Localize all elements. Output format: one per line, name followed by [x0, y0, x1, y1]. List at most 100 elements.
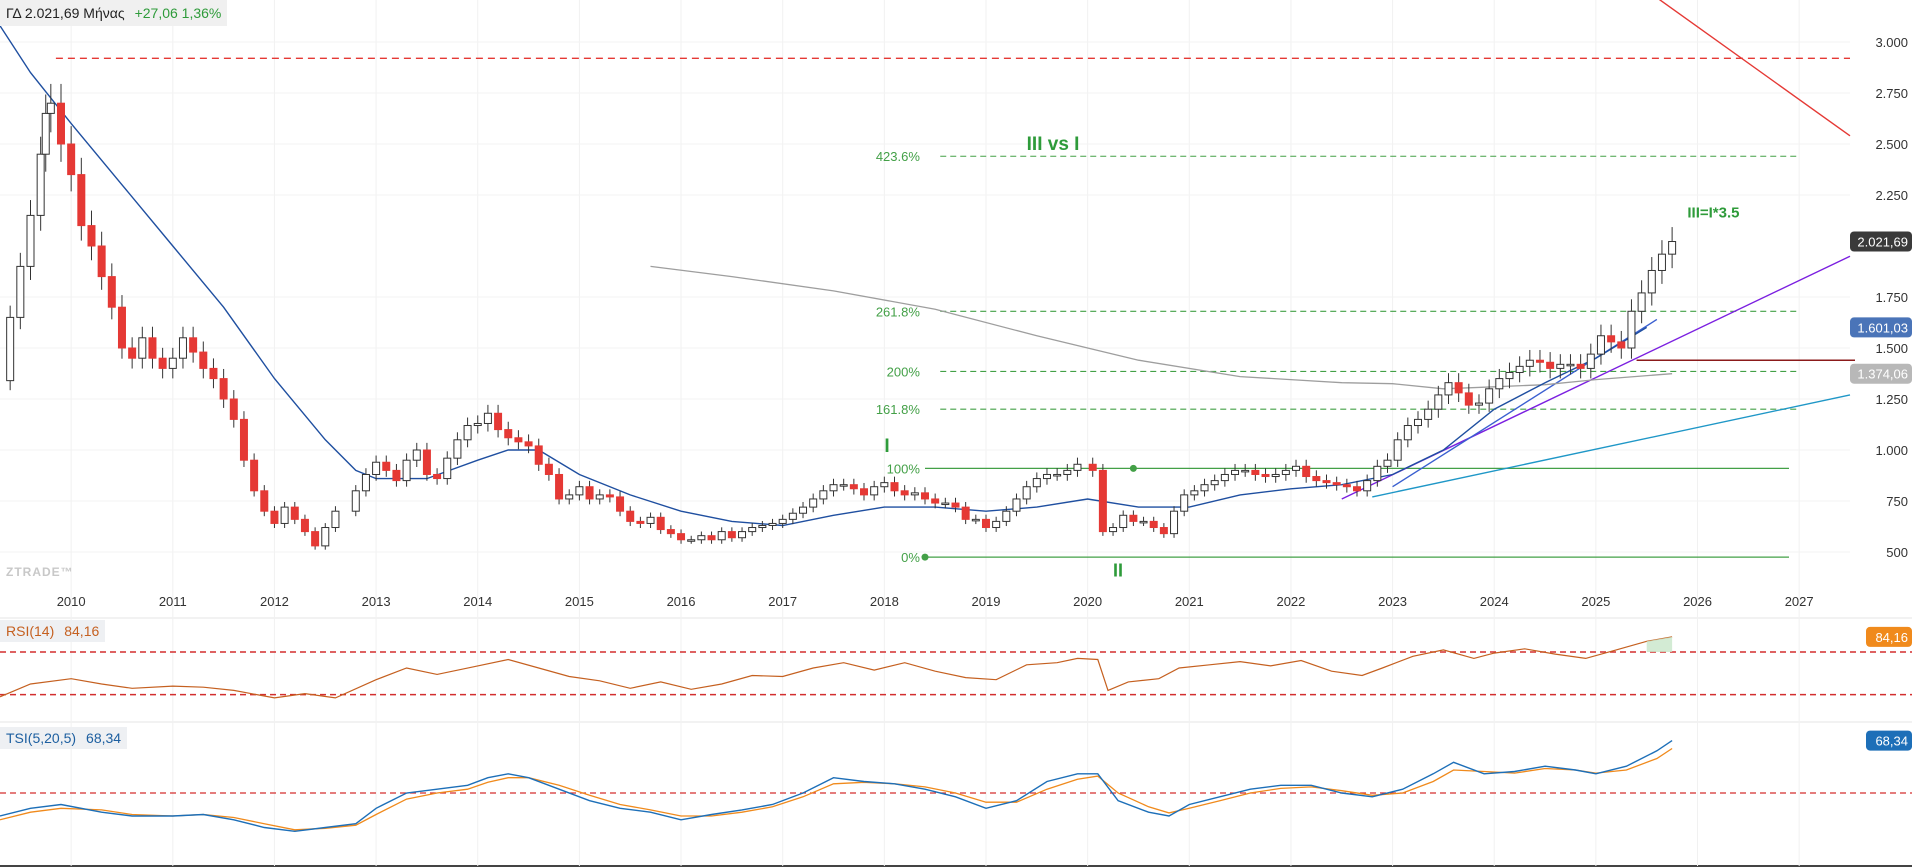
candle-down	[219, 378, 228, 400]
candle-down	[1617, 341, 1626, 349]
rsi-line	[0, 636, 1673, 699]
x-tick-label: 2023	[1378, 594, 1407, 609]
fib-level-label: 161.8%	[876, 402, 921, 417]
candle-down	[890, 482, 899, 492]
candle-up	[575, 486, 584, 496]
candle-down	[605, 494, 614, 498]
fib-level-label: 423.6%	[876, 149, 921, 164]
candle-up	[880, 482, 889, 488]
candle-down	[1251, 469, 1260, 475]
candle-down	[433, 473, 442, 480]
candle-up	[1180, 494, 1189, 512]
candle-down	[707, 535, 716, 541]
candle-down	[77, 174, 86, 227]
candle-down	[961, 506, 970, 520]
candle-down	[117, 306, 126, 349]
candle-down	[504, 429, 513, 439]
candle-down	[544, 463, 553, 475]
candle-up	[1647, 269, 1656, 294]
candle-down	[931, 498, 940, 504]
candle-up	[1200, 484, 1209, 492]
candle-up	[1556, 363, 1565, 369]
candle-up	[1271, 473, 1280, 478]
candle-up	[1063, 469, 1072, 475]
candle-down	[727, 531, 736, 539]
candle-up	[1637, 292, 1646, 312]
candle-up	[412, 449, 421, 461]
rsi-label[interactable]: RSI(14) 84,16	[0, 620, 106, 642]
y-tick-label: 1.000	[1875, 443, 1908, 458]
candle-up	[1002, 510, 1011, 522]
x-tick-label: 2022	[1276, 594, 1305, 609]
fib-level-label: 0%	[901, 550, 920, 565]
candle-up	[1073, 463, 1082, 471]
candle-up	[1657, 253, 1666, 271]
x-tick-label: 2018	[870, 594, 899, 609]
candle-down	[1088, 463, 1097, 471]
ma-short-badge-bg	[1850, 317, 1912, 338]
candle-up	[1393, 439, 1402, 461]
candle-up	[1109, 527, 1118, 533]
candle-up	[646, 516, 655, 524]
candle-up	[697, 535, 706, 541]
candle-up	[565, 494, 574, 500]
x-tick-label: 2024	[1480, 594, 1509, 609]
candle-up	[1495, 378, 1504, 390]
candle-down	[199, 351, 208, 369]
candle-down	[1332, 482, 1341, 486]
candle-up	[26, 214, 35, 267]
candle-up	[1042, 473, 1051, 480]
x-tick-label: 2015	[565, 594, 594, 609]
candle-up	[1012, 498, 1021, 512]
candle-down	[250, 459, 259, 492]
candle-up	[1292, 465, 1301, 471]
candle-down	[951, 502, 960, 508]
candle-down	[1546, 361, 1555, 369]
tsi-label[interactable]: TSI(5,20,5) 68,34	[0, 727, 128, 749]
candle-up	[321, 527, 330, 547]
candle-down	[239, 418, 248, 461]
candle-up	[372, 461, 381, 475]
candle-down	[128, 347, 137, 359]
wave-annotation: II	[1113, 560, 1123, 580]
candle-up	[453, 439, 462, 459]
x-tick-label: 2019	[972, 594, 1001, 609]
candle-up	[1119, 514, 1128, 529]
candle-down	[1098, 469, 1107, 533]
candle-up	[1525, 359, 1534, 367]
candle-up	[1032, 478, 1041, 488]
candle-up	[941, 502, 950, 506]
candle-down	[1312, 476, 1321, 482]
candle-down	[1342, 484, 1351, 488]
x-tick-label: 2012	[260, 594, 289, 609]
candle-up	[1413, 418, 1422, 427]
candle-up	[687, 539, 696, 542]
candle-down	[1322, 480, 1331, 484]
tsi-badge: 68,34	[1875, 734, 1908, 749]
candle-up	[1424, 408, 1433, 420]
candle-up	[1383, 459, 1392, 467]
candle-up	[443, 457, 452, 480]
candle-down	[189, 337, 198, 353]
short-moving-average	[0, 25, 1648, 527]
candle-down	[514, 437, 523, 443]
candle-up	[1668, 241, 1677, 255]
y-tick-label: 1.250	[1875, 392, 1908, 407]
price-change: +27,06 1,36%	[134, 5, 222, 21]
candle-down	[636, 520, 645, 524]
tsi-signal-line	[0, 747, 1673, 831]
candle-down	[382, 461, 391, 471]
candle-down	[666, 529, 675, 535]
rsi-badge: 84,16	[1875, 630, 1908, 645]
tsi-title: TSI(5,20,5)	[6, 730, 77, 746]
candle-down	[290, 506, 299, 520]
candle-down	[148, 337, 157, 359]
x-tick-label: 2011	[159, 594, 187, 609]
fib-level-label: 200%	[887, 364, 921, 379]
candle-up	[1515, 365, 1524, 373]
candle-up	[483, 412, 492, 424]
y-tick-label: 2.500	[1875, 137, 1908, 152]
candle-up	[361, 473, 370, 492]
candle-down	[921, 492, 929, 500]
